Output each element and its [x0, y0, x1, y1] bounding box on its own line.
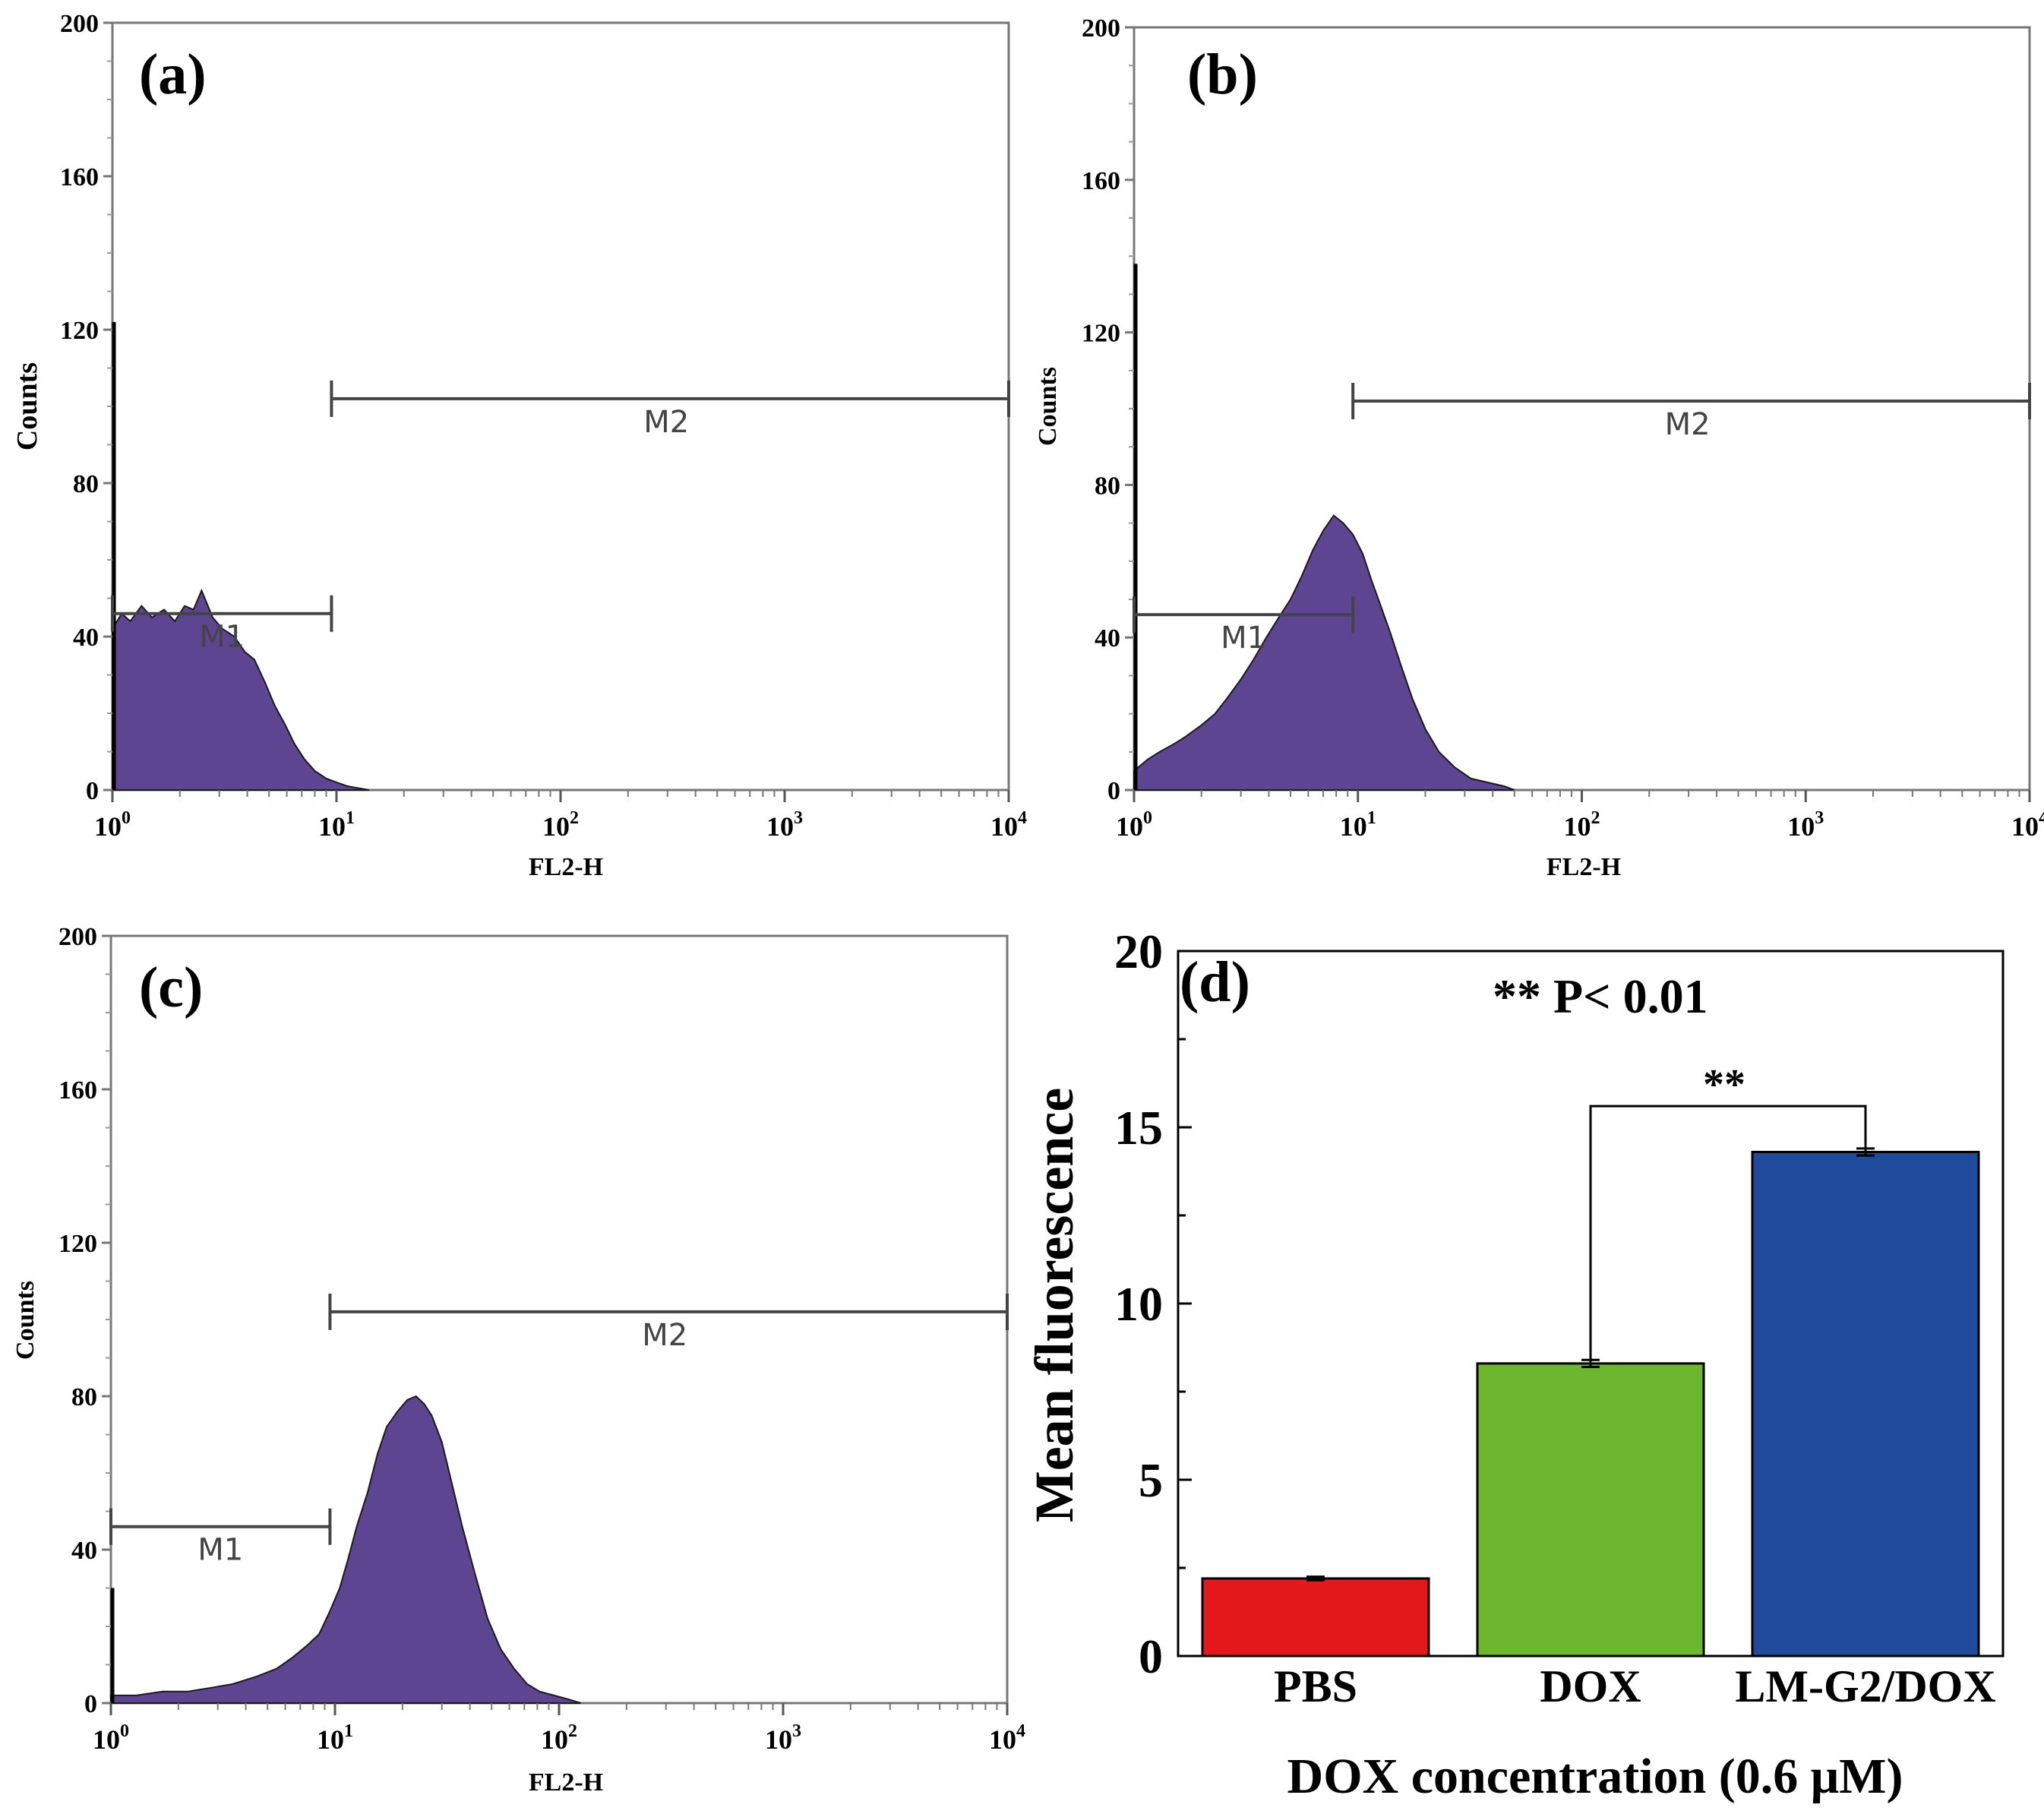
panel-a-xtick-label: 104 — [990, 808, 1027, 842]
panel-b-xtick-label: 100 — [1116, 808, 1152, 842]
panel-b-ytick-label: 200 — [1082, 14, 1120, 43]
panel-c-gate-m2-label: M2 — [642, 1318, 687, 1353]
panel-d-ytick-label: 0 — [1139, 1629, 1163, 1683]
panel-d-bar-chart: (d) ** P< 0.01 Mean fluorescence DOX con… — [1024, 924, 2005, 1804]
panel-c-ytick-label: 120 — [58, 1230, 97, 1258]
panel-a-histogram-area — [112, 588, 370, 791]
panel-a-ytick-label: 120 — [60, 317, 99, 345]
panel-b-ytick-label: 120 — [1082, 320, 1120, 348]
panel-d-label: (d) — [1180, 950, 1250, 1014]
panel-d-bar-dox — [1476, 1362, 1705, 1658]
panel-c-gate-m1-label: M1 — [197, 1533, 243, 1568]
panel-b-histogram-area — [1133, 514, 1515, 791]
panel-d-ytick-label: 15 — [1114, 1101, 1163, 1155]
panel-a-ytick-label: 80 — [73, 470, 99, 498]
panel-b-xtick-label: 103 — [1787, 808, 1824, 842]
panel-c-frame — [109, 934, 1009, 1705]
panel-a-ytick-label: 0 — [86, 777, 99, 805]
panel-d-bar-lm-g2-dox — [1751, 1150, 1980, 1658]
panel-d-bar-pbs — [1201, 1577, 1430, 1658]
panel-b-label: (b) — [1187, 43, 1258, 106]
panel-b-xtick-label: 102 — [1564, 808, 1600, 842]
panel-a-gate-m1-label: M1 — [199, 620, 245, 655]
panel-a-histogram: (a) Counts FL2-H 0 40 80 120 160 200 100 101 102… — [11, 10, 1027, 881]
panel-d-significance-bracket — [1589, 1105, 1867, 1360]
panel-d-category-label: DOX — [1540, 1661, 1641, 1711]
panel-a-x-axis-title: FL2-H — [529, 853, 603, 881]
panel-c-x-axis-title: FL2-H — [529, 1768, 603, 1797]
panel-b-ytick-label: 80 — [1095, 472, 1120, 500]
panel-c-ytick-label: 40 — [71, 1537, 97, 1565]
panel-c-xtick-label: 101 — [317, 1721, 353, 1755]
panel-b-x-axis-title: FL2-H — [1546, 853, 1621, 881]
panel-a-ytick-label: 160 — [60, 163, 99, 191]
panel-b-histogram: (b) Counts FL2-H 0 40 80 120 160 200 100 101 102… — [1034, 14, 2044, 881]
panel-a-xtick-label: 101 — [318, 808, 355, 842]
panel-b-y-axis-title: Counts — [1034, 367, 1062, 446]
panel-c-xtick-label: 103 — [765, 1721, 801, 1755]
panel-c-xtick-label: 100 — [93, 1721, 129, 1755]
panel-b-ytick-label: 160 — [1082, 167, 1120, 195]
panel-b-xtick-label: 104 — [2011, 808, 2044, 842]
panel-a-ytick-label: 200 — [60, 10, 99, 38]
panel-b-gate-m1-label: M1 — [1221, 621, 1266, 656]
panel-b-xtick-label: 101 — [1340, 808, 1376, 842]
panel-c-ytick-label: 200 — [58, 923, 97, 951]
panel-a-ytick-label: 40 — [73, 624, 99, 652]
panel-c-y-axis-title: Counts — [11, 1281, 39, 1360]
panel-c-ytick-label: 0 — [84, 1690, 97, 1718]
panel-c-histogram: (c) Counts FL2-H 0 40 80 120 160 200 100 101 102… — [11, 923, 1025, 1797]
panel-c-xtick-label: 102 — [541, 1721, 577, 1755]
panel-d-significance-label: ** — [1703, 1061, 1745, 1108]
panel-b-gate-m2-label: M2 — [1665, 407, 1711, 442]
panel-a-y-axis-title: Counts — [11, 362, 43, 450]
panel-d-annotation: ** P< 0.01 — [1493, 969, 1708, 1023]
panel-a-label: (a) — [139, 43, 207, 106]
panel-a-xtick-label: 102 — [542, 808, 579, 842]
panel-a-gate-m2-label: M2 — [643, 405, 689, 440]
panel-d-ytick-label: 20 — [1114, 924, 1163, 978]
panel-d-category-label: LM-G2/DOX — [1735, 1661, 1995, 1711]
panel-c-ytick-label: 160 — [58, 1076, 97, 1105]
panel-d-ytick-label: 10 — [1114, 1277, 1163, 1331]
panel-c-ytick-label: 80 — [71, 1383, 97, 1411]
panel-b-ytick-label: 40 — [1095, 624, 1120, 653]
panel-c-xtick-label: 104 — [989, 1721, 1025, 1755]
panel-d-category-label: PBS — [1274, 1661, 1357, 1711]
panel-d-y-axis-title: Mean fluorescence — [1024, 1088, 1085, 1522]
panel-c-label: (c) — [139, 956, 203, 1019]
panel-c-histogram-area — [110, 1395, 581, 1704]
panel-d-ytick-label: 5 — [1139, 1453, 1163, 1507]
panel-d-x-axis-title: DOX concentration (0.6 μM) — [1287, 1749, 1903, 1804]
panel-a-xtick-label: 103 — [766, 808, 803, 842]
panel-a-xtick-label: 100 — [94, 808, 131, 842]
panel-b-ytick-label: 0 — [1107, 777, 1120, 805]
